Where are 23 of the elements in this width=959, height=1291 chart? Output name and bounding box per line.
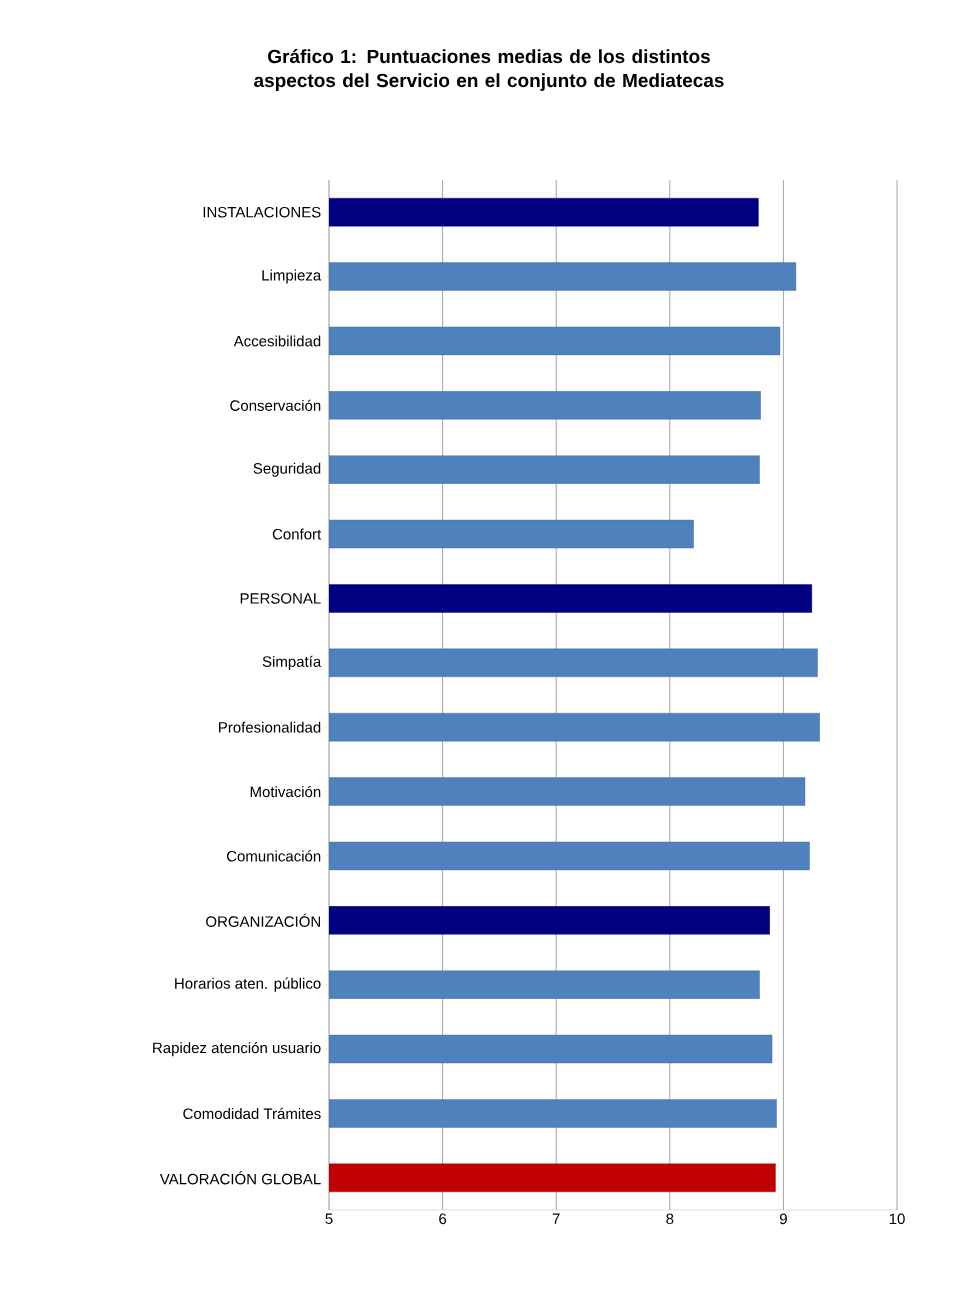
y-tick-label: INSTALACIONES (203, 206, 321, 218)
y-tick-label: Accesibilidad (233, 335, 321, 347)
x-tick-label: 6 (439, 1213, 447, 1225)
y-tick-label: Comunicación (226, 850, 321, 862)
y-tick-label: Profesionalidad (219, 721, 321, 733)
y-tick-label: Motivación (250, 785, 321, 798)
x-tick-label: 9 (779, 1213, 787, 1225)
y-tick-label: VALORACIÓN GLOBAL (159, 1171, 321, 1185)
x-tick-label: 8 (666, 1213, 674, 1225)
x-tick-label: 7 (552, 1213, 560, 1224)
y-tick-label: Seguridad (253, 462, 321, 477)
y-tick-label: Limpieza (262, 269, 322, 284)
y-tick-label: Simpatía (262, 655, 322, 670)
y-tick-label: Rapidez atención usuario (153, 1041, 321, 1057)
y-tick-label: Confort (272, 528, 322, 540)
y-tick-label: PERSONAL (240, 593, 321, 604)
y-tick-label: Comodidad Trámites (183, 1107, 321, 1120)
y-tick-label: ORGANIZACIÓN (206, 913, 321, 927)
x-tick-label: 10 (889, 1213, 905, 1225)
x-tick-label: 5 (325, 1213, 333, 1224)
y-tick-label: Horarios aten. público (175, 977, 321, 992)
y-tick-label: Conservación (230, 399, 321, 411)
chart-title: Gráfico 1: Puntuaciones medias de los distintos aspectos del Servicio en el conjunto de Mediatecas (254, 49, 724, 91)
